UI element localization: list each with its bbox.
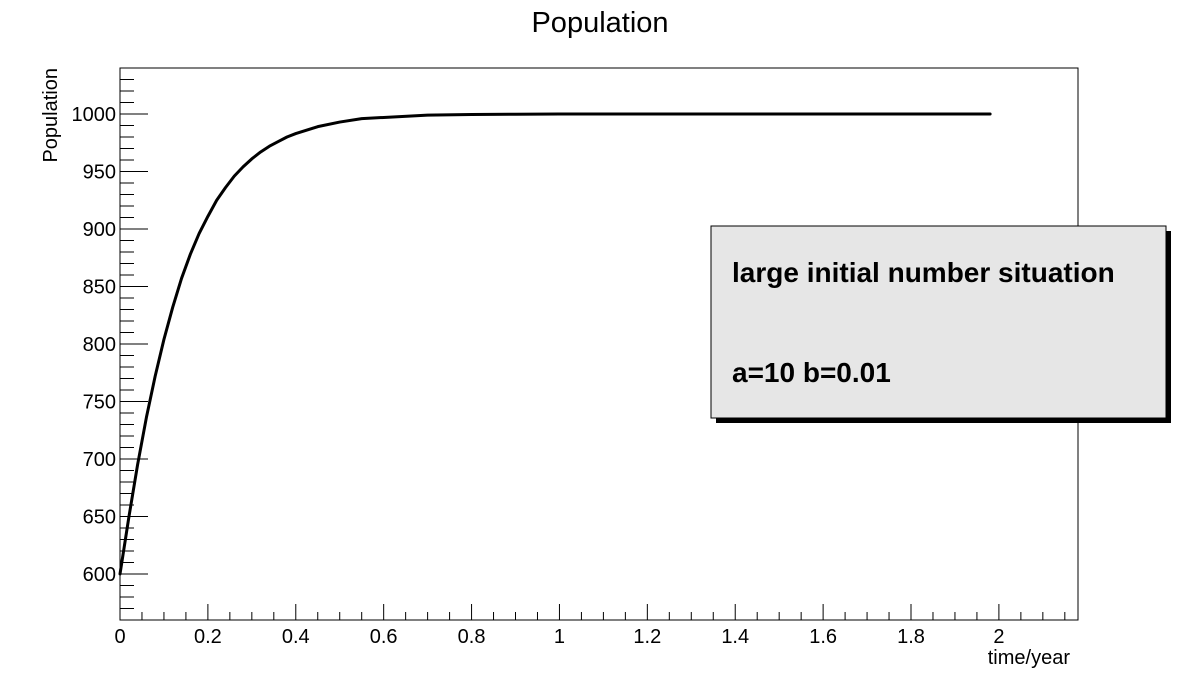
- y-tick-label: 700: [83, 449, 116, 471]
- x-tick-label: 0.2: [194, 626, 222, 648]
- y-tick-label: 750: [83, 392, 116, 414]
- y-axis-tick-labels: 600 650 700 750 800 850 900 950 1000: [72, 104, 117, 586]
- y-tick-label: 900: [83, 219, 116, 241]
- x-axis-tick-labels: 0 0.2 0.4 0.6 0.8 1 1.2 1.4 1.6 1.8 2: [114, 626, 1004, 648]
- x-tick-label: 1.8: [897, 626, 925, 648]
- y-tick-label: 650: [83, 507, 116, 529]
- x-tick-label: 2: [993, 626, 1004, 648]
- x-tick-label: 1.2: [633, 626, 661, 648]
- x-tick-label: 0.4: [282, 626, 310, 648]
- legend-annotation-line-1: large initial number situation: [732, 257, 1115, 288]
- y-tick-label: 850: [83, 277, 116, 299]
- y-tick-label: 800: [83, 334, 116, 356]
- y-tick-label: 1000: [72, 104, 117, 126]
- x-tick-label: 1.4: [721, 626, 749, 648]
- legend-background: [710, 225, 1167, 419]
- legend-box: large initial number situation a=10 b=0.…: [710, 225, 1171, 423]
- x-tick-label: 1: [554, 626, 565, 648]
- chart-title: Population: [531, 7, 668, 39]
- legend-annotation-line-2: a=10 b=0.01: [732, 357, 891, 388]
- y-tick-label: 600: [83, 564, 116, 586]
- x-tick-label: 1.6: [809, 626, 837, 648]
- series-line-0: [118, 112, 992, 576]
- x-tick-label: 0.6: [370, 626, 398, 648]
- series-layer: [118, 112, 992, 576]
- x-axis-label: time/year: [988, 647, 1071, 669]
- y-axis-label: Population: [40, 68, 62, 163]
- y-tick-label: 950: [83, 162, 116, 184]
- y-axis-ticks: [120, 67, 148, 621]
- x-tick-label: 0.8: [458, 626, 486, 648]
- x-axis-ticks: [119, 604, 1066, 620]
- x-tick-label: 0: [114, 626, 125, 648]
